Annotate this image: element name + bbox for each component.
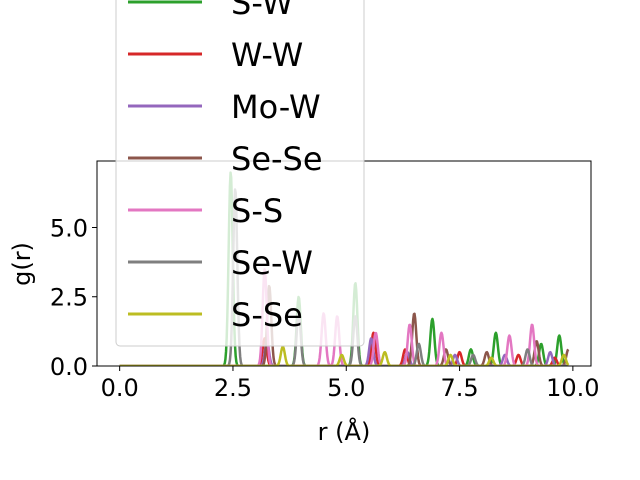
y-tick-label: 5.0: [50, 214, 88, 242]
legend-label: Mo-W: [231, 88, 321, 126]
x-tick-label: 2.5: [214, 374, 252, 402]
legend-label: Se-W: [231, 244, 313, 282]
x-tick-label: 0.0: [101, 374, 139, 402]
legend-label: Se-Se: [231, 140, 323, 178]
legend-label: S-Se: [231, 296, 303, 334]
legend-label: W-W: [231, 36, 303, 74]
series-line-s-se: [119, 345, 570, 366]
y-axis-label: g(r): [8, 242, 36, 286]
legend-box: [115, 0, 365, 347]
x-axis-ticks: 0.0 2.5 5.0 7.5 10.0: [101, 366, 600, 402]
x-tick-label: 7.5: [440, 374, 478, 402]
x-tick-label: 5.0: [327, 374, 365, 402]
y-tick-label: 2.5: [50, 284, 88, 312]
legend-label: S-W: [231, 0, 293, 22]
y-axis-ticks: 0.0 2.5 5.0: [50, 214, 97, 381]
x-tick-label: 10.0: [546, 374, 599, 402]
y-tick-label: 0.0: [50, 353, 88, 381]
legend: S-W W-W Mo-W Se-Se S-S Se-W S-Se: [115, 0, 365, 347]
legend-label: S-S: [231, 192, 283, 230]
series-line-s-w: [119, 171, 569, 366]
x-axis-label: r (Å): [318, 417, 371, 446]
legend-entries: S-W W-W Mo-W Se-Se S-S Se-W S-Se: [128, 0, 323, 334]
